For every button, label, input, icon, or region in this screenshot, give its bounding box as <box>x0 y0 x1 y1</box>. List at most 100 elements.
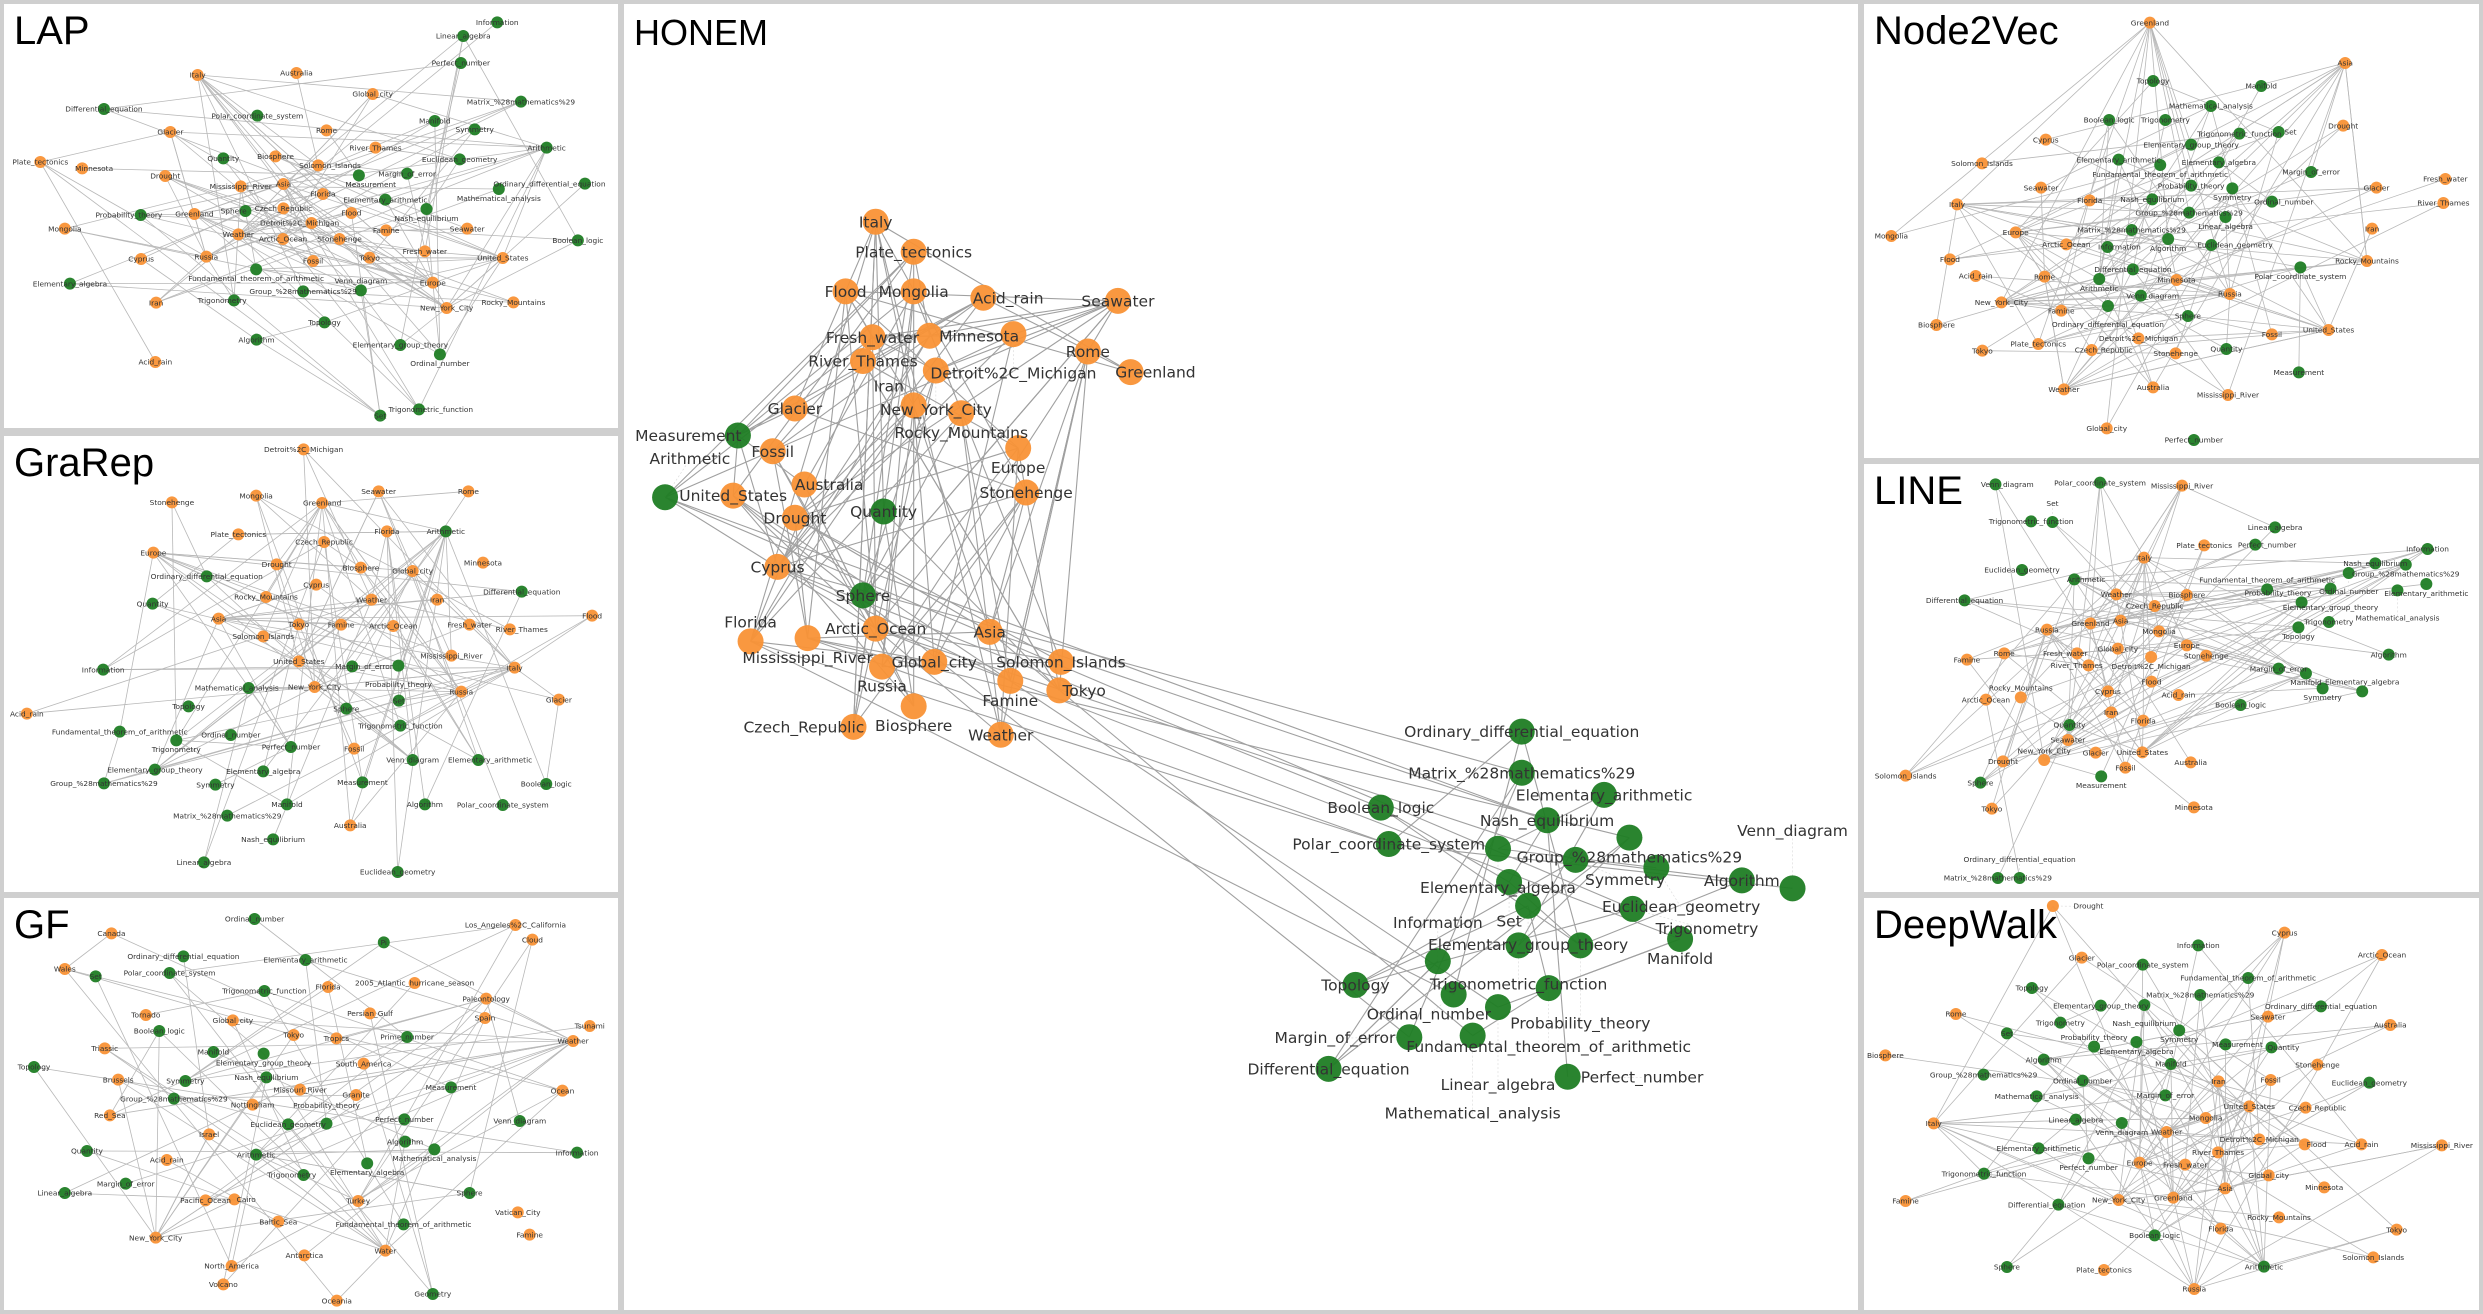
node-label: Solomon_Islands <box>232 632 294 641</box>
node-green <box>340 702 353 715</box>
edge <box>2142 627 2299 753</box>
edge <box>155 1192 470 1239</box>
edge <box>238 228 468 235</box>
edge <box>2082 1080 2206 1119</box>
edge <box>807 291 847 639</box>
node-green <box>513 1115 526 1127</box>
edge <box>171 502 177 741</box>
edge <box>2063 329 2329 390</box>
edge <box>153 552 413 761</box>
edge <box>109 1030 160 1116</box>
node-green <box>318 316 331 329</box>
edge <box>426 208 434 283</box>
node-green <box>399 1135 412 1148</box>
node-green <box>2000 1027 2013 1040</box>
edge <box>2058 1204 2265 1268</box>
node-green <box>89 970 102 983</box>
edge <box>777 566 1382 809</box>
node-label: Ordinary_differential_equation <box>2052 320 2164 329</box>
node-label: Probability_theory <box>293 1101 360 1110</box>
panel-title: Node2Vec <box>1874 9 2059 53</box>
node-green <box>167 1092 180 1105</box>
edge <box>1933 1122 2226 1189</box>
edge <box>2098 22 2151 280</box>
edge <box>238 530 446 535</box>
node-label: Linear_algebra <box>37 1189 92 1198</box>
edge <box>2045 62 2346 141</box>
edge <box>1981 133 2240 164</box>
node-orange <box>277 233 290 245</box>
node-label: River_Thames <box>496 625 548 634</box>
edge <box>194 213 362 291</box>
edge <box>152 603 299 662</box>
edge <box>1518 794 1605 946</box>
node-orange <box>2111 642 2124 655</box>
node-green <box>2076 1074 2089 1087</box>
node-green <box>391 866 404 878</box>
node-orange <box>462 485 475 498</box>
edge <box>218 599 372 620</box>
node-label: Matrix_%28mathematics%29 <box>1408 764 1635 783</box>
edge <box>232 1019 574 1042</box>
node-label: Ordinal_number <box>410 359 470 368</box>
edge <box>2116 593 2155 607</box>
node-orange <box>318 536 331 548</box>
node-orange <box>232 528 245 541</box>
node-label: Algorithm <box>387 1137 423 1146</box>
node-green <box>146 597 159 610</box>
node-orange <box>916 322 943 349</box>
edge <box>2225 216 2231 295</box>
node-label: Glacier <box>157 128 184 137</box>
edge <box>2020 697 2096 753</box>
node-label: Margin_of_error <box>378 169 437 178</box>
edge <box>418 147 547 410</box>
node-label: Algorithm <box>238 335 274 344</box>
node-label: Czech_Republic <box>2075 346 2133 355</box>
node-orange <box>507 296 520 309</box>
node-green <box>163 967 176 979</box>
edge <box>1936 244 2212 326</box>
node-label: Flood <box>825 283 867 301</box>
node-label: Minnesota <box>464 558 502 567</box>
node-orange <box>225 1260 238 1272</box>
node-label: Russia <box>2218 290 2242 299</box>
edge <box>2173 1144 2442 1199</box>
edge <box>737 251 915 436</box>
node-green <box>248 913 261 925</box>
node-label: Elementary_group_theory <box>107 765 203 774</box>
node-label: Biosphere <box>342 563 379 572</box>
edge <box>154 686 315 771</box>
edge <box>2188 133 2240 213</box>
node-green <box>2126 263 2139 276</box>
node-label: Acid_rain <box>138 358 172 367</box>
edge <box>2186 644 2279 670</box>
edge <box>1527 905 1550 989</box>
node-orange <box>2055 304 2068 317</box>
node-orange <box>737 628 764 655</box>
node-orange <box>316 188 329 200</box>
node-green <box>2032 1142 2045 1155</box>
node-orange <box>2082 659 2095 672</box>
node-label: Drought <box>150 172 180 181</box>
node-label: Elementary_algebra <box>1420 879 1576 898</box>
node-orange <box>2199 1112 2212 1124</box>
node-green <box>354 284 367 297</box>
node-label: Greenland <box>175 210 214 219</box>
node-green <box>1989 478 2002 491</box>
edge <box>2249 1105 2362 1145</box>
edge <box>153 552 522 593</box>
node-label: Symmetry <box>166 1077 205 1086</box>
node-orange <box>1879 1049 1892 1062</box>
node-green <box>2249 538 2262 551</box>
edges <box>1891 22 2446 429</box>
edge <box>298 661 413 761</box>
node-label: Czech_Republic <box>2126 602 2184 611</box>
node-green <box>297 1169 310 1181</box>
node-label: Group_%28mathematics%29 <box>1517 849 1742 868</box>
edge <box>2020 588 2331 698</box>
node-label: Perfect_number <box>375 1115 434 1124</box>
edge <box>2001 268 2133 303</box>
node-label: Weather <box>968 726 1034 744</box>
node-orange <box>2339 57 2352 69</box>
node-green <box>299 954 312 966</box>
